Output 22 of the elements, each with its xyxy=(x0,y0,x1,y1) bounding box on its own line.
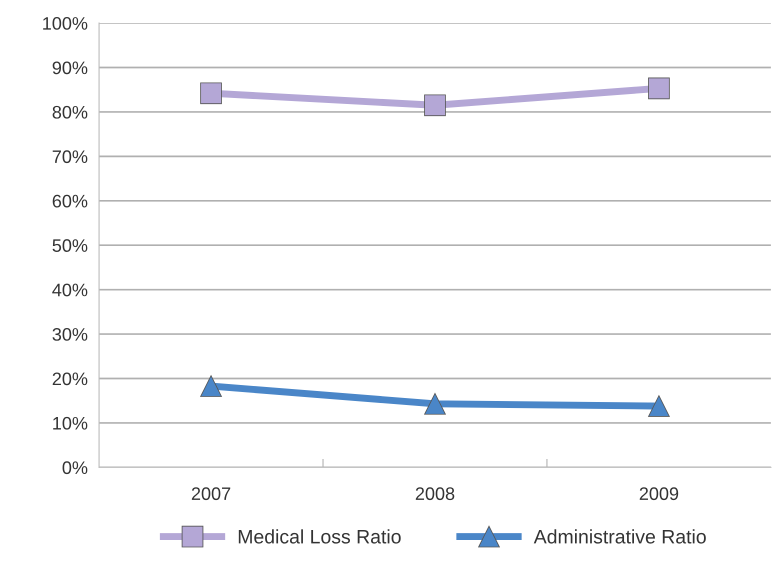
y-tick-label: 100% xyxy=(43,17,88,30)
legend-label: Administrative Ratio xyxy=(534,529,706,544)
point xyxy=(200,375,222,397)
point xyxy=(648,395,670,417)
y-tick-label: 80% xyxy=(52,106,88,119)
y-tick-label: 90% xyxy=(52,61,88,74)
y-tick-label: 50% xyxy=(52,239,88,252)
x-tick-label: 2009 xyxy=(640,487,678,500)
point xyxy=(648,78,670,100)
point xyxy=(424,393,446,415)
y-tick-label: 60% xyxy=(52,194,88,208)
x-tick-label: 2007 xyxy=(192,487,230,500)
point xyxy=(200,82,222,104)
y-tick-label: 70% xyxy=(52,150,88,164)
y-tick-label: 0% xyxy=(62,461,88,474)
y-tick-label: 20% xyxy=(52,372,88,386)
y-tick-label: 10% xyxy=(53,416,88,430)
y-tick-label: 30% xyxy=(52,328,88,341)
x-tick-label: 2008 xyxy=(416,487,454,500)
point xyxy=(424,94,446,116)
legend-label: Medical Loss Ratio xyxy=(238,529,401,544)
y-tick-label: 40% xyxy=(52,284,88,296)
